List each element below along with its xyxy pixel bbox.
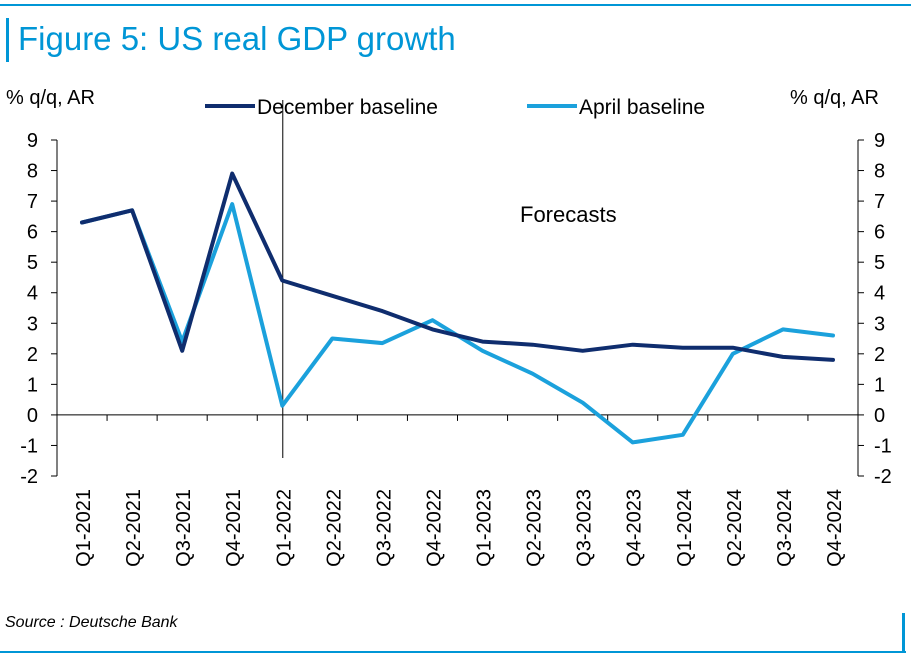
footer-accent-bar — [902, 613, 905, 653]
x-tick-label: Q3-2022 — [373, 489, 395, 567]
source-note: Source : Deutsche Bank — [5, 614, 178, 631]
legend-item-december: December baseline — [205, 96, 438, 120]
y-tick-label-left: -1 — [20, 435, 38, 457]
legend-swatch-april — [527, 104, 577, 109]
x-tick-label: Q1-2023 — [474, 489, 496, 567]
left-axis-unit: % q/q, AR — [6, 87, 95, 109]
legend-swatch-december — [205, 104, 255, 109]
y-tick-label-right: 0 — [874, 405, 885, 427]
x-tick-label: Q4-2022 — [423, 489, 445, 567]
bottom-rule — [0, 651, 906, 653]
x-tick-label: Q3-2021 — [173, 489, 195, 567]
y-tick-label-left: 9 — [27, 130, 38, 152]
y-tick-label-left: 5 — [27, 252, 38, 274]
y-tick-label-right: 2 — [874, 344, 885, 366]
legend-item-april: April baseline — [527, 96, 705, 120]
x-tick-label: Q4-2023 — [624, 489, 646, 567]
x-tick-label: Q1-2024 — [674, 489, 696, 567]
y-tick-label-right: 9 — [874, 130, 885, 152]
y-tick-label-left: -2 — [20, 466, 38, 488]
x-tick-label: Q1-2021 — [73, 489, 95, 567]
legend-label-december: December baseline — [257, 96, 438, 120]
y-tick-label-left: 6 — [27, 222, 38, 244]
y-tick-label-right: 5 — [874, 252, 885, 274]
series-line-april-baseline — [80, 202, 835, 445]
right-axis-unit: % q/q, AR — [790, 87, 879, 109]
y-tick-label-right: -1 — [874, 435, 892, 457]
x-tick-label: Q1-2022 — [273, 489, 295, 567]
y-tick-label-right: 3 — [874, 313, 885, 335]
title-accent-bar — [6, 18, 9, 62]
x-tick-label: Q4-2021 — [223, 489, 245, 567]
x-tick-label: Q2-2024 — [724, 489, 746, 567]
y-tick-label-left: 1 — [27, 374, 38, 396]
x-tick-label: Q2-2023 — [524, 489, 546, 567]
y-tick-label-left: 8 — [27, 161, 38, 183]
y-tick-label-right: 4 — [874, 283, 885, 305]
forecast-annotation: Forecasts — [520, 202, 617, 227]
y-tick-label-right: 6 — [874, 222, 885, 244]
series-line-december-baseline — [80, 171, 835, 362]
y-tick-label-left: 0 — [27, 405, 38, 427]
legend-label-april: April baseline — [579, 96, 706, 120]
y-tick-label-right: -2 — [874, 466, 892, 488]
y-tick-label-left: 3 — [27, 313, 38, 335]
y-tick-label-right: 8 — [874, 161, 885, 183]
y-tick-label-left: 2 — [27, 344, 38, 366]
y-tick-label-left: 4 — [27, 283, 38, 305]
y-tick-label-right: 1 — [874, 374, 885, 396]
y-tick-label-right: 7 — [874, 191, 885, 213]
figure-title: Figure 5: US real GDP growth — [18, 20, 456, 57]
top-rule — [0, 4, 911, 6]
x-tick-label: Q2-2022 — [323, 489, 345, 567]
x-tick-label: Q4-2024 — [824, 489, 846, 567]
y-tick-label-left: 7 — [27, 191, 38, 213]
x-tick-label: Q3-2023 — [574, 489, 596, 567]
x-tick-label: Q3-2024 — [774, 489, 796, 567]
x-tick-label: Q2-2021 — [123, 489, 145, 567]
